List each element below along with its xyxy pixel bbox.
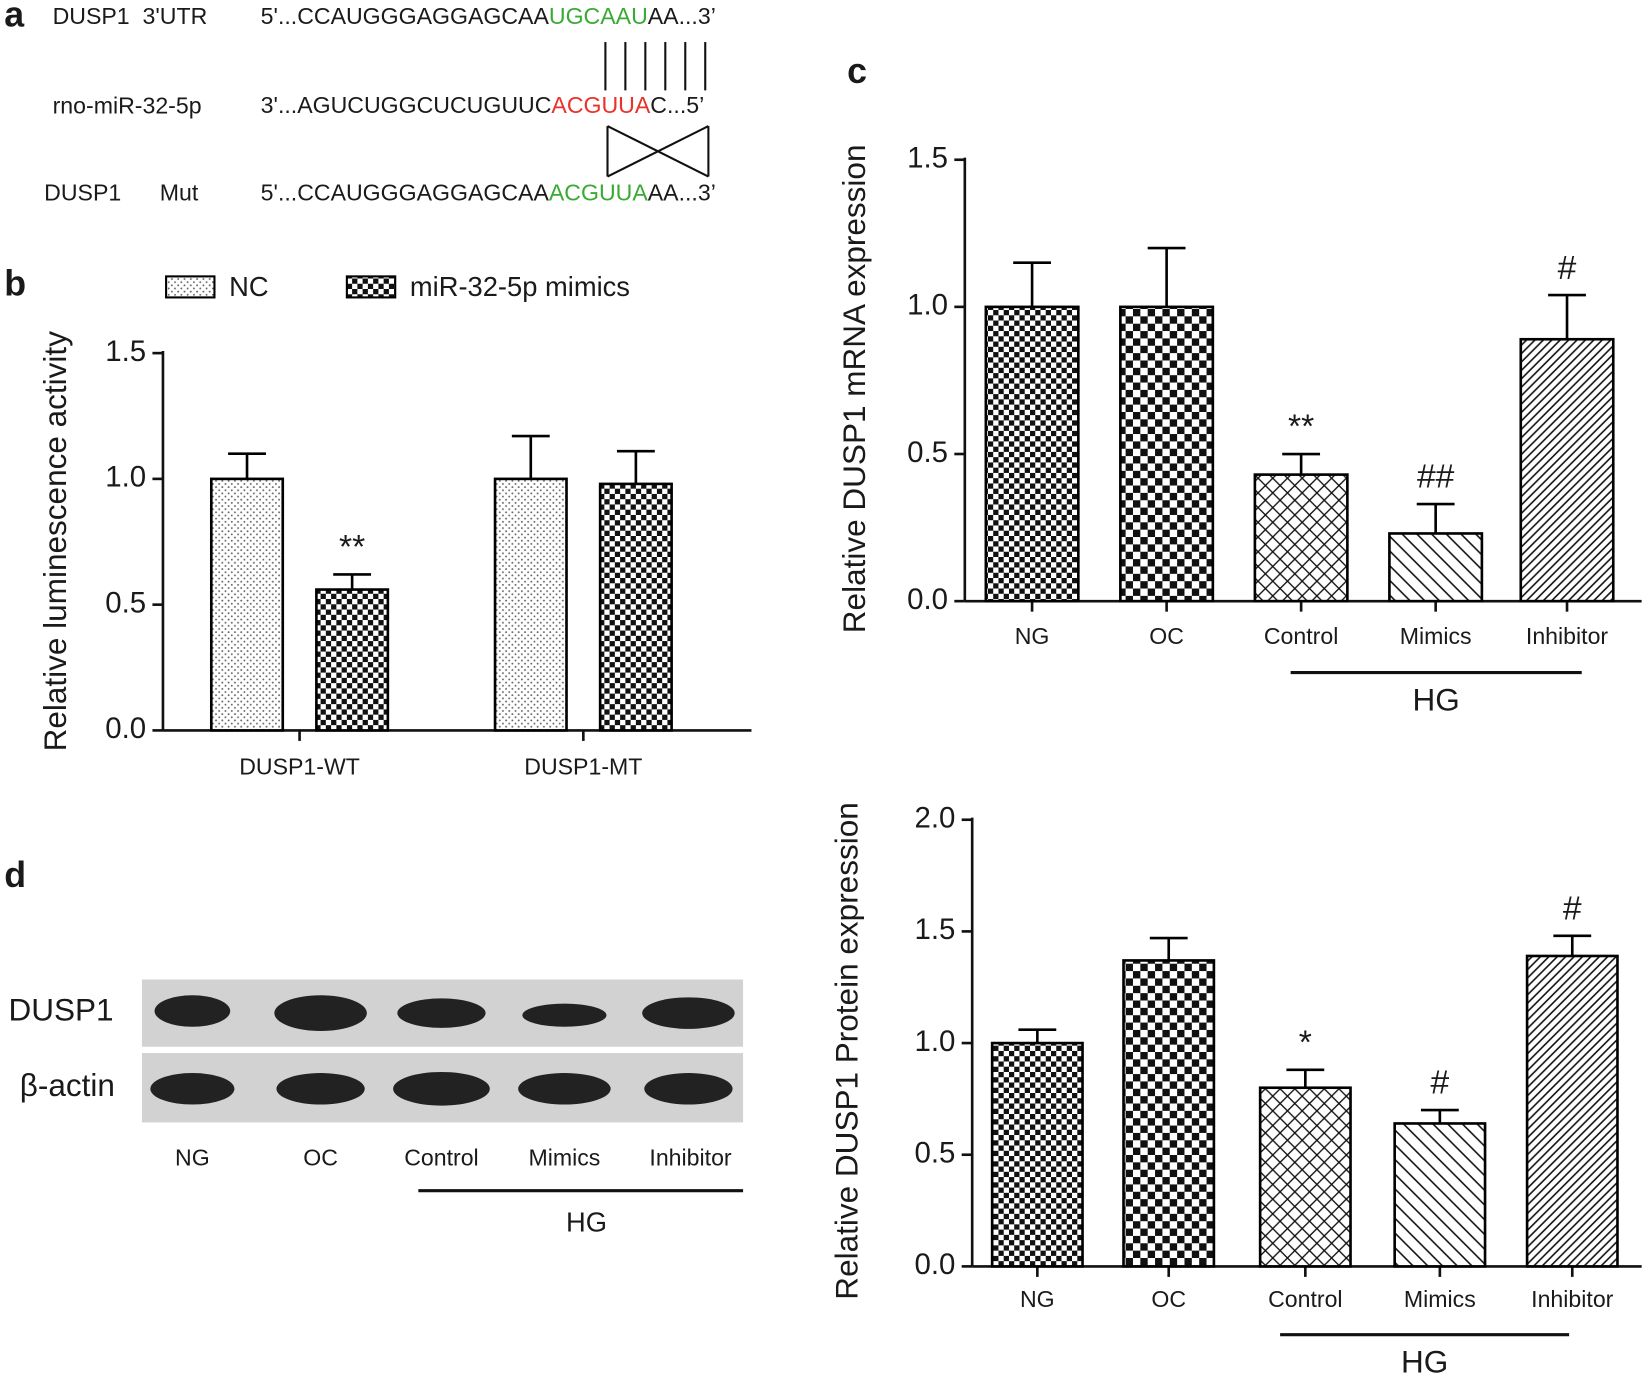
y-tick-label: 1.0 (914, 1025, 955, 1058)
seed-site: ACGUUA (549, 180, 648, 206)
bar (1122, 959, 1216, 1268)
y-tick-label: 2.0 (914, 802, 955, 835)
panel-label: b (4, 263, 26, 303)
sequence: 5'...CCAUGGGAGGAGCAAACGUUAAA...3’ (261, 180, 716, 206)
seed-site: ACGUUA (551, 92, 650, 118)
significance-label: # (1563, 891, 1582, 928)
bar (990, 1041, 1084, 1268)
sequence-label: DUSP1 3'UTR (53, 3, 208, 29)
lane-label: Inhibitor (649, 1144, 732, 1170)
x-tick-label: Inhibitor (1526, 623, 1609, 649)
panel-label: a (4, 0, 25, 34)
y-tick-label: 1.0 (907, 289, 948, 322)
sequence-label: rno-miR-32-5p (53, 92, 202, 118)
bar (1253, 473, 1349, 603)
bar (1393, 1122, 1487, 1268)
significance-label: # (1558, 250, 1577, 287)
significance-label: ** (1288, 409, 1314, 446)
legend-label: NC (229, 271, 268, 302)
sequence-part: AA...3’ (648, 180, 716, 206)
y-tick-label: 0.5 (907, 436, 948, 469)
x-tick-label: DUSP1-WT (239, 753, 360, 779)
y-tick-label: 1.5 (105, 335, 146, 368)
legend-swatch (345, 275, 397, 299)
bar (1525, 954, 1619, 1268)
lane-label: Mimics (528, 1144, 600, 1170)
y-tick-label: 0.5 (105, 586, 146, 619)
x-tick-label: Mimics (1400, 623, 1472, 649)
bar (1258, 1086, 1352, 1268)
x-tick-label: Control (1268, 1286, 1343, 1312)
x-tick-label: OC (1151, 1286, 1186, 1312)
lane-label: NG (175, 1144, 210, 1170)
y-tick-label: 1.0 (105, 461, 146, 494)
panel-label: d (4, 855, 26, 895)
sequence: 3'...AGUCUGGCUCUGUUCACGUUAC...5’ (261, 92, 705, 118)
panel-label: c (847, 51, 867, 91)
x-tick-label: NG (1020, 1286, 1055, 1312)
group-label: HG (566, 1207, 607, 1238)
x-tick-label: OC (1149, 623, 1184, 649)
x-tick-label: Mimics (1404, 1286, 1476, 1312)
seed-site: UGCAAU (549, 3, 648, 29)
y-axis-label: Relative DUSP1 mRNA expression (836, 145, 872, 634)
significance-label: # (1431, 1065, 1450, 1102)
western-blot: DUSP1 β-actin NG OC Control Mimics Inhib… (8, 979, 744, 1238)
bar (984, 305, 1080, 603)
lane-label: Control (404, 1144, 479, 1170)
bar (1388, 532, 1484, 603)
significance-label: ## (1417, 459, 1455, 496)
sequence-label: DUSP1 Mut (44, 180, 199, 206)
bar (315, 588, 390, 732)
y-tick-label: 0.0 (914, 1248, 955, 1281)
sequence-part: C...5’ (650, 92, 704, 118)
y-tick-label: 1.5 (907, 142, 948, 175)
y-axis-label: Relative DUSP1 Protein expression (829, 802, 865, 1299)
sequence: 5'...CCAUGGGAGGAGCAAUGCAAUAA...3’ (261, 3, 716, 29)
x-tick-label: Control (1264, 623, 1339, 649)
blot-row-label: DUSP1 (8, 991, 113, 1027)
blot-row-label: β-actin (20, 1067, 115, 1103)
legend-label: miR-32-5p mimics (410, 271, 630, 302)
group-label: HG (1401, 1343, 1448, 1379)
bar (1119, 305, 1215, 603)
significance-label: * (1299, 1025, 1312, 1062)
bar (1519, 337, 1615, 603)
y-tick-label: 0.0 (105, 712, 146, 745)
blot-bands (150, 995, 735, 1106)
x-tick-label: DUSP1-MT (524, 753, 642, 779)
legend-swatch (165, 275, 216, 299)
bar (209, 477, 285, 732)
sequence-part: 3'...AGUCUGGCUCUGUUC (261, 92, 552, 118)
sequence-part: 5'...CCAUGGGAGGAGCAA (261, 180, 550, 206)
y-tick-label: 1.5 (914, 913, 955, 946)
sequence-part: AA...3’ (648, 3, 716, 29)
bar (598, 482, 673, 732)
bar (493, 477, 568, 732)
significance-label: ** (339, 529, 365, 566)
y-tick-label: 0.0 (907, 583, 948, 616)
y-axis-label: Relative luminescence activity (37, 331, 73, 752)
sequence-alignment: DUSP1 3'UTR 5'...CCAUGGGAGGAGCAAUGCAAUAA… (44, 3, 716, 206)
group-label: HG (1413, 681, 1460, 717)
x-tick-label: Inhibitor (1531, 1286, 1614, 1312)
x-tick-label: NG (1015, 623, 1050, 649)
y-tick-label: 0.5 (914, 1136, 955, 1169)
lane-label: OC (303, 1144, 338, 1170)
pairing-lines (604, 42, 710, 178)
sequence-part: 5'...CCAUGGGAGGAGCAA (261, 3, 550, 29)
